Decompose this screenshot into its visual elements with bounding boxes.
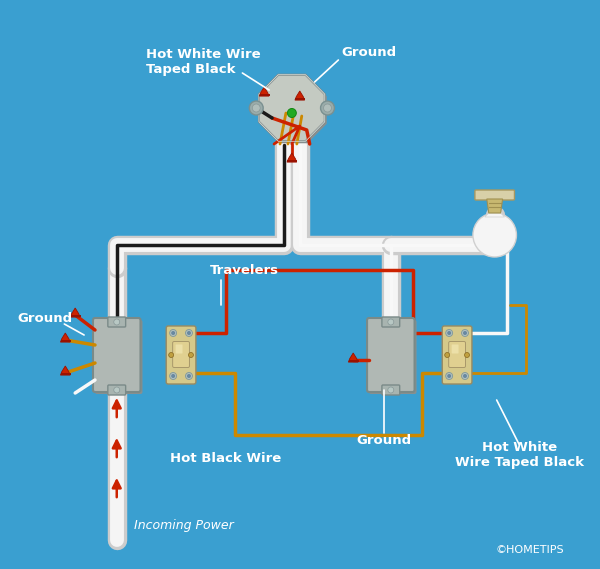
Polygon shape (259, 75, 325, 141)
Text: Incoming Power: Incoming Power (134, 518, 233, 531)
Circle shape (463, 374, 467, 378)
Polygon shape (485, 213, 505, 217)
Circle shape (461, 329, 469, 336)
Circle shape (169, 353, 173, 357)
FancyBboxPatch shape (475, 190, 514, 200)
Circle shape (388, 319, 394, 325)
Circle shape (320, 101, 334, 115)
Circle shape (464, 353, 469, 357)
Circle shape (188, 353, 193, 357)
Circle shape (114, 387, 120, 393)
Circle shape (323, 104, 331, 112)
Polygon shape (349, 353, 358, 362)
Polygon shape (61, 366, 70, 375)
Circle shape (171, 374, 175, 378)
FancyBboxPatch shape (449, 341, 466, 368)
Polygon shape (70, 308, 80, 317)
Circle shape (446, 329, 452, 336)
FancyBboxPatch shape (173, 341, 190, 368)
Circle shape (388, 387, 394, 393)
FancyBboxPatch shape (176, 344, 182, 353)
Circle shape (185, 329, 193, 336)
FancyBboxPatch shape (369, 320, 416, 394)
Circle shape (170, 329, 176, 336)
Text: Ground: Ground (341, 46, 397, 59)
Text: Hot White
Wire Taped Black: Hot White Wire Taped Black (455, 441, 584, 469)
Text: Hot Black Wire: Hot Black Wire (170, 451, 281, 464)
FancyBboxPatch shape (442, 326, 472, 384)
Circle shape (461, 373, 469, 380)
Circle shape (446, 373, 452, 380)
Text: Hot White Wire
Taped Black: Hot White Wire Taped Black (146, 48, 261, 76)
Text: Ground: Ground (356, 434, 412, 447)
Text: Ground: Ground (18, 311, 73, 324)
Circle shape (187, 331, 191, 335)
Polygon shape (261, 77, 327, 143)
Circle shape (463, 331, 467, 335)
FancyBboxPatch shape (93, 318, 140, 392)
Polygon shape (287, 153, 297, 162)
FancyBboxPatch shape (452, 344, 458, 353)
Circle shape (252, 104, 260, 112)
Text: ©HOMETIPS: ©HOMETIPS (495, 545, 563, 555)
Polygon shape (61, 333, 70, 342)
FancyBboxPatch shape (382, 385, 400, 395)
FancyBboxPatch shape (108, 317, 125, 327)
FancyBboxPatch shape (382, 317, 400, 327)
FancyBboxPatch shape (95, 320, 142, 394)
Circle shape (287, 109, 296, 118)
FancyBboxPatch shape (166, 326, 196, 384)
Circle shape (473, 213, 517, 257)
Circle shape (447, 331, 451, 335)
Polygon shape (259, 87, 269, 96)
Circle shape (170, 373, 176, 380)
FancyBboxPatch shape (367, 318, 415, 392)
Circle shape (171, 331, 175, 335)
Circle shape (187, 374, 191, 378)
Circle shape (114, 319, 120, 325)
Polygon shape (295, 91, 305, 100)
Text: Travelers: Travelers (210, 263, 279, 277)
FancyBboxPatch shape (108, 385, 125, 395)
Polygon shape (487, 199, 503, 213)
Circle shape (445, 353, 449, 357)
Circle shape (250, 101, 263, 115)
Circle shape (185, 373, 193, 380)
Circle shape (447, 374, 451, 378)
